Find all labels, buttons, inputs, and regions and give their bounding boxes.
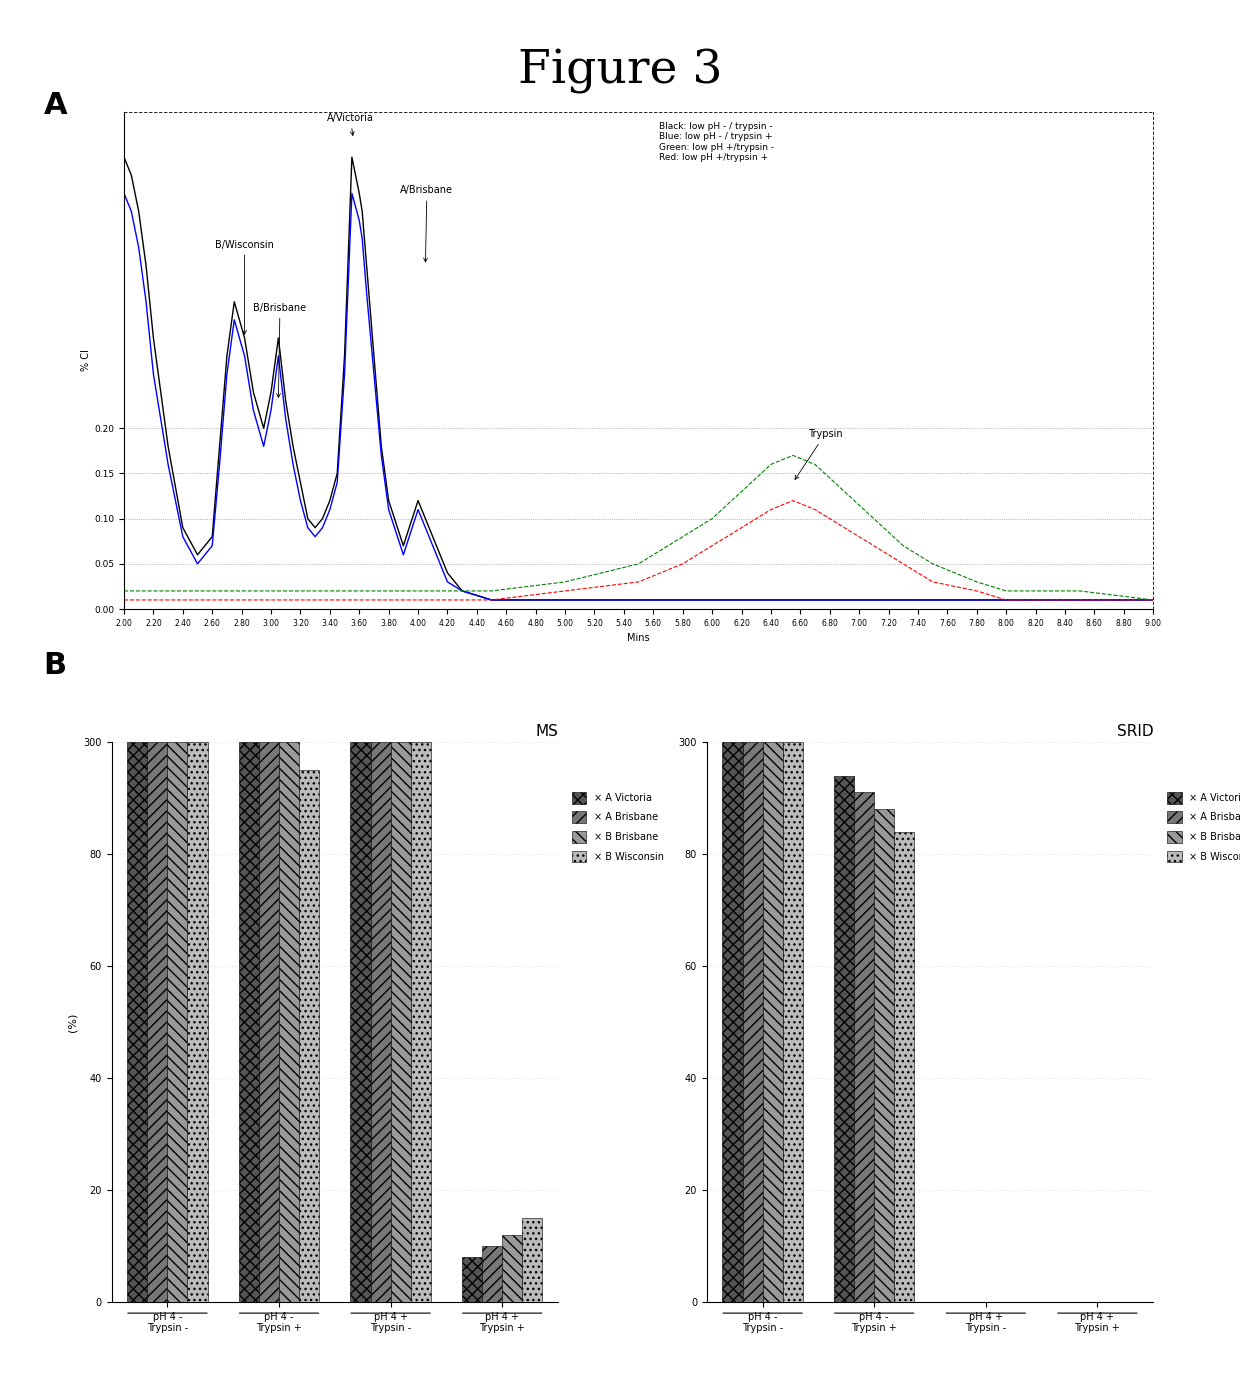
Text: B/Wisconsin: B/Wisconsin	[216, 239, 274, 335]
Text: Trypsin: Trypsin	[795, 430, 842, 479]
Bar	[239, 742, 259, 1302]
Bar	[874, 809, 894, 1302]
Y-axis label: % CI: % CI	[82, 350, 92, 371]
Text: Figure 3: Figure 3	[518, 49, 722, 94]
Y-axis label: (%): (%)	[68, 1012, 78, 1032]
Bar	[502, 1235, 522, 1302]
Bar	[128, 742, 148, 1302]
Bar	[410, 742, 430, 1302]
Bar	[743, 742, 763, 1302]
Bar	[835, 776, 854, 1302]
Bar	[854, 792, 874, 1302]
Bar	[763, 742, 782, 1302]
Bar	[894, 832, 914, 1302]
Bar	[148, 742, 167, 1302]
Text: A: A	[43, 91, 67, 120]
Bar	[522, 1218, 542, 1302]
Bar	[259, 742, 279, 1302]
Bar	[482, 1246, 502, 1302]
Text: B/Brisbane: B/Brisbane	[253, 302, 306, 398]
Text: A/Brisbane: A/Brisbane	[401, 185, 454, 262]
Bar	[279, 742, 299, 1302]
Bar	[167, 742, 187, 1302]
Bar	[299, 770, 319, 1302]
Legend: × A Victoria, × A Brisbane, × B Brisbane, × B Wisconsin: × A Victoria, × A Brisbane, × B Brisbane…	[572, 791, 665, 862]
Bar	[371, 742, 391, 1302]
Bar	[463, 1257, 482, 1302]
Text: Black: low pH - / trypsin -
Blue: low pH - / trypsin +
Green: low pH +/trypsin -: Black: low pH - / trypsin - Blue: low pH…	[660, 122, 774, 162]
Text: B: B	[43, 651, 67, 680]
Bar	[391, 742, 410, 1302]
X-axis label: Mins: Mins	[627, 633, 650, 643]
Bar	[723, 742, 743, 1302]
Text: SRID: SRID	[1116, 724, 1153, 739]
Bar	[187, 742, 207, 1302]
Text: A/Victoria: A/Victoria	[327, 113, 373, 136]
Bar	[782, 742, 802, 1302]
Legend: × A Victoria, × A Brisbane, × B Brisbane, × B Wisconsin: × A Victoria, × A Brisbane, × B Brisbane…	[1167, 791, 1240, 862]
Bar	[351, 742, 371, 1302]
Text: MS: MS	[536, 724, 558, 739]
